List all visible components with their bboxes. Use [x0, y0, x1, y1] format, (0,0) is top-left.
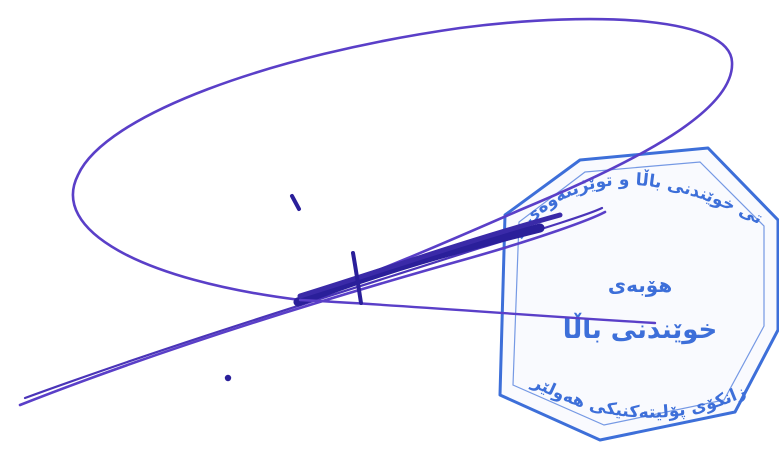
signature-dash-mark — [290, 194, 301, 211]
handwritten-signature — [18, 17, 734, 407]
signature-core-stroke — [293, 223, 545, 307]
signature-sweep-stroke-1 — [18, 210, 607, 407]
signature-sweep-stroke-2 — [23, 206, 604, 400]
stamp-inner-border — [512, 161, 765, 426]
signature-core-stroke-2 — [297, 212, 563, 299]
signature-underline-stroke — [298, 298, 657, 325]
official-stamp: وەزارەتی خوێندنی باڵا و توێژینەوەی زانست… — [0, 0, 779, 442]
signature-vertical-tick — [351, 251, 363, 305]
stamp-octagon-border — [498, 146, 779, 442]
signature-dot-mark — [224, 374, 232, 382]
signature-oval-stroke — [71, 17, 734, 302]
stamp-center-line-1: هۆبەی — [608, 273, 672, 297]
